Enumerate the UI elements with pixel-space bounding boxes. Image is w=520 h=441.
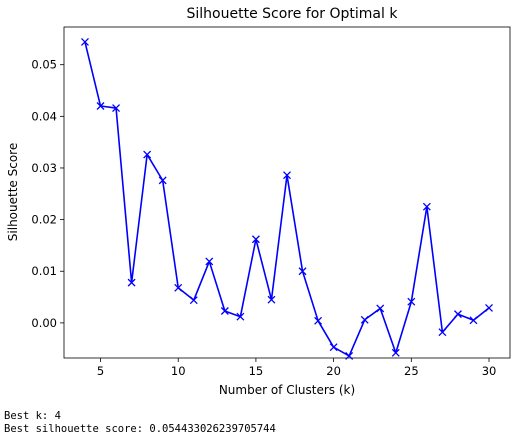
- y-axis-ticks: 0.00 0.01 0.02 0.03 0.04 0.05: [31, 58, 64, 330]
- y-tick-label: 0.01: [31, 264, 57, 278]
- data-point-marker: [469, 316, 478, 325]
- series-layer: [81, 38, 493, 360]
- series-line: [84, 41, 490, 357]
- chart-title: Silhouette Score for Optimal k: [187, 6, 399, 22]
- data-point-marker: [453, 310, 462, 319]
- silhouette-chart: Silhouette Score for Optimal k 5 10 15 20 25…: [6, 6, 511, 397]
- data-point-marker: [127, 278, 136, 287]
- data-point-marker: [314, 316, 323, 325]
- x-axis-ticks: 5 10 15 20 25 30: [97, 358, 496, 378]
- x-tick-label: 15: [249, 364, 264, 378]
- data-point-marker: [112, 104, 121, 113]
- data-point-marker: [205, 257, 214, 266]
- x-tick-label: 10: [171, 364, 186, 378]
- data-point-marker: [143, 150, 152, 159]
- y-tick-label: 0.04: [31, 109, 57, 123]
- data-point-marker: [174, 283, 183, 292]
- best-score-line: Best silhouette score: 0.054433026239705…: [4, 423, 276, 435]
- plot-area: [63, 26, 511, 359]
- best-k-line: Best k: 4: [4, 410, 61, 422]
- y-tick-label: 0.03: [31, 161, 57, 175]
- data-point-marker: [329, 343, 338, 352]
- y-tick-label: 0.02: [31, 213, 57, 227]
- x-tick-label: 5: [97, 364, 104, 378]
- data-point-marker: [267, 295, 276, 304]
- data-point-marker: [438, 328, 447, 337]
- x-tick-label: 20: [326, 364, 341, 378]
- data-point-marker: [220, 307, 229, 315]
- data-point-marker: [376, 304, 385, 313]
- data-point-marker: [298, 267, 307, 276]
- y-tick-label: 0.05: [31, 58, 57, 72]
- data-point-marker: [391, 348, 400, 357]
- console-output: Best k: 4 Best silhouette score: 0.054433…: [4, 410, 276, 436]
- data-point-marker: [407, 297, 416, 306]
- x-axis-label: Number of Clusters (k): [219, 383, 355, 397]
- x-tick-label: 25: [404, 364, 419, 378]
- data-point-marker: [96, 102, 105, 110]
- data-point-marker: [158, 176, 167, 185]
- x-tick-label: 30: [482, 364, 497, 378]
- data-point-marker: [345, 351, 354, 360]
- data-point-marker: [283, 171, 291, 180]
- data-point-marker: [360, 315, 369, 324]
- data-point-marker: [485, 303, 493, 312]
- data-point-marker: [189, 296, 198, 305]
- y-axis-label: Silhouette Score: [6, 143, 20, 241]
- data-point-marker: [251, 235, 260, 244]
- y-tick-label: 0.00: [31, 316, 57, 330]
- data-point-marker: [422, 202, 431, 211]
- data-point-marker: [236, 312, 245, 321]
- data-point-marker: [81, 38, 89, 46]
